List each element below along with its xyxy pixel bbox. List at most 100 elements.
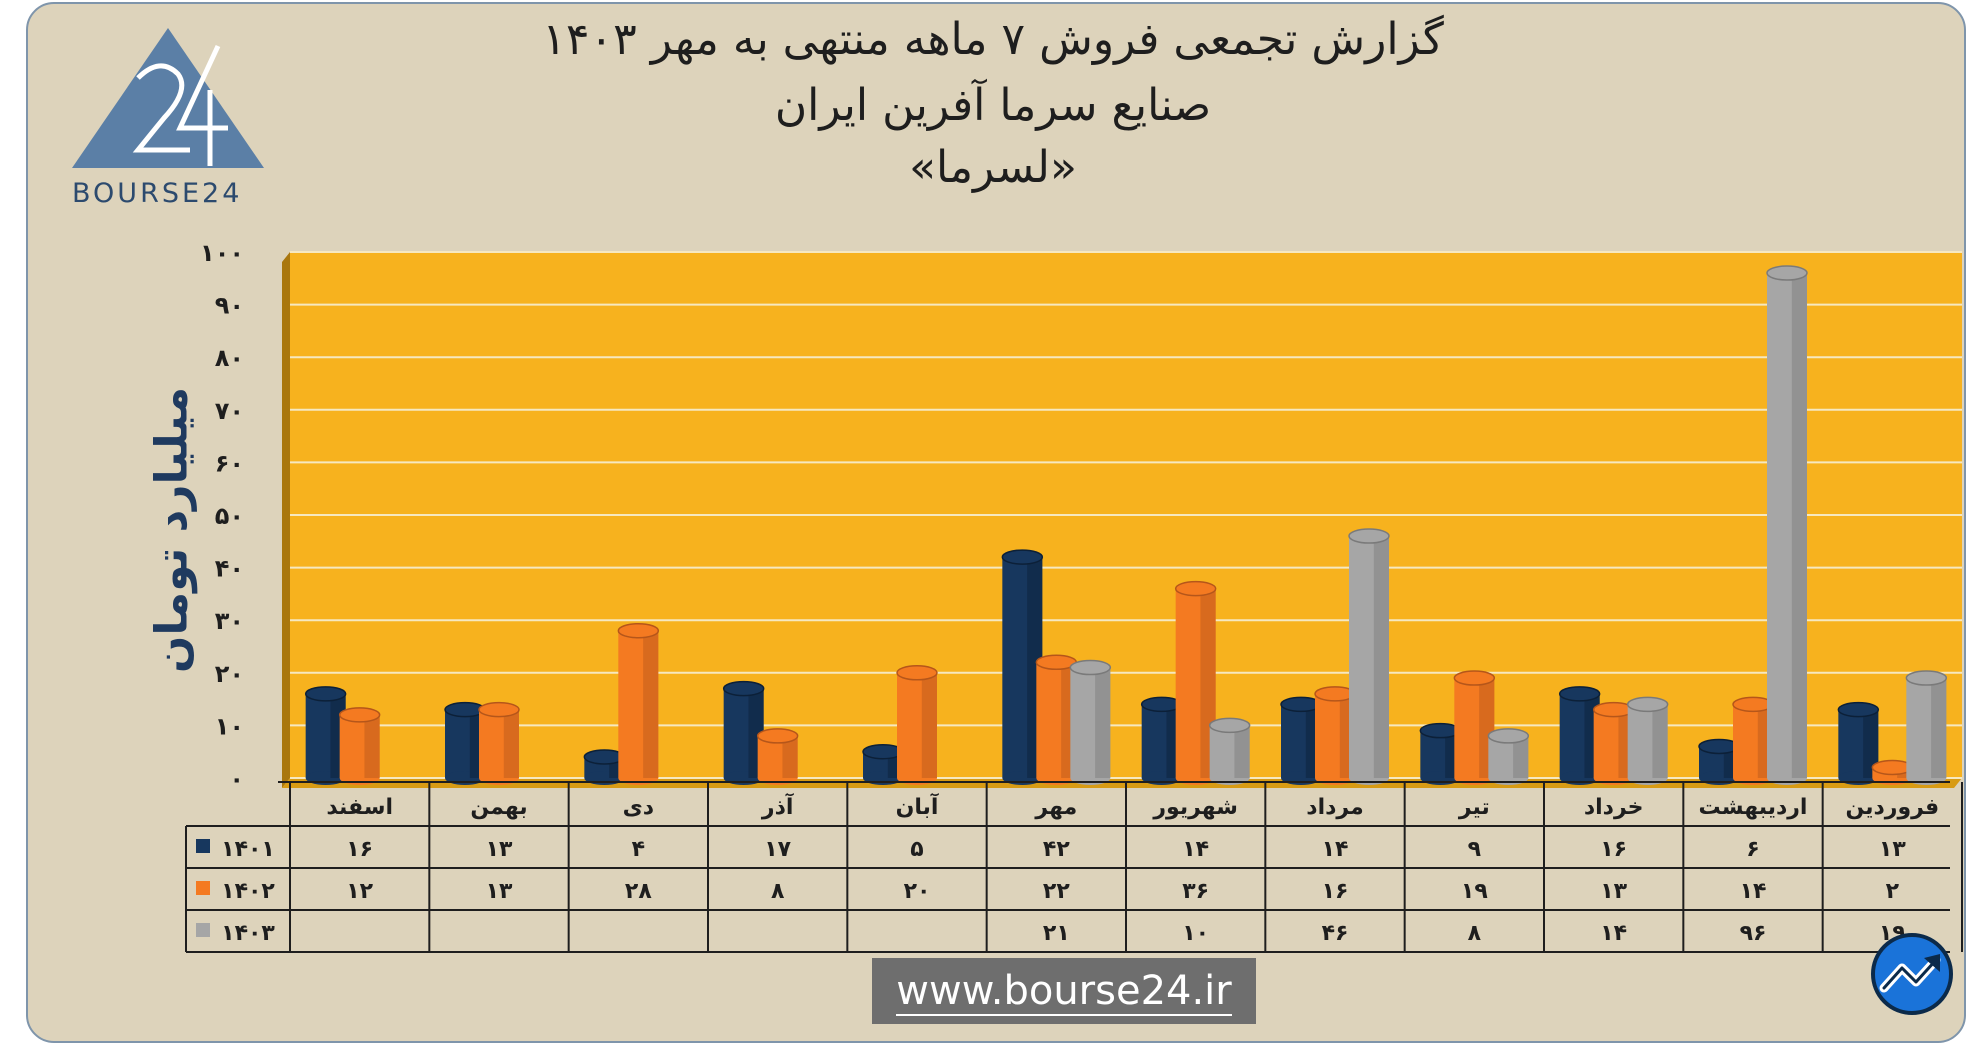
bar-shade (364, 714, 380, 778)
data-label: ۴ (632, 837, 645, 862)
category-label: خرداد (1584, 795, 1644, 820)
data-label: ۸ (771, 879, 785, 904)
chart-symbol: «لسرما» (909, 142, 1077, 193)
bar-۱۴۰۳ (1906, 678, 1947, 778)
y-tick-label: ۳۰ (215, 607, 244, 635)
bar-top (338, 707, 381, 723)
category-label: اسفند (326, 795, 393, 820)
bar-shade (1234, 725, 1250, 778)
bar-۱۴۰۲ (1733, 704, 1773, 778)
bar-top (1174, 580, 1217, 597)
category-label: دی (623, 795, 654, 820)
y-axis-label: میلیارد تومان (146, 386, 198, 674)
y-tick-label: ۸۰ (215, 344, 244, 372)
plot-side-wall (282, 252, 290, 788)
y-tick-label: ۷۰ (215, 397, 244, 425)
bar-top (478, 701, 520, 718)
bar-۱۴۰۳ (1209, 725, 1250, 778)
bar-shade (1513, 735, 1529, 778)
bar-۱۴۰۱ (1420, 730, 1461, 778)
chart-title: گزارش تجمعی فروش ۷ ماهه منتهی به مهر ۱۴۰… (542, 14, 1444, 65)
website-text: www.bourse24.ir (896, 968, 1232, 1016)
bar-۱۴۰۳ (1627, 704, 1668, 778)
y-tick-label: ۲۰ (215, 660, 244, 688)
bar-۱۴۰۱ (305, 693, 346, 778)
bar-top (1208, 717, 1251, 734)
category-label: آبان (896, 792, 939, 820)
bar-top (896, 665, 938, 681)
legend-label: ۱۴۰۳ (221, 921, 275, 946)
bar-top (1837, 701, 1880, 718)
data-label: ۱۴ (1740, 879, 1767, 904)
data-label: ۱۹ (1461, 879, 1488, 904)
data-label: ۲۰ (904, 879, 931, 904)
legend-label: ۱۴۰۲ (221, 879, 275, 904)
data-label: ۱۶ (1322, 879, 1349, 904)
bar-۱۴۰۳ (1070, 667, 1111, 778)
data-label: ۱۳ (1600, 879, 1627, 904)
bar-shade (1373, 536, 1389, 778)
bar-shade (1931, 678, 1947, 778)
category-label: فروردین (1845, 795, 1939, 820)
category-label: شهریور (1152, 795, 1238, 820)
bar-top (1558, 686, 1601, 702)
data-label: ۶ (1746, 837, 1759, 862)
y-tick-label: ۱۰ (215, 712, 244, 740)
bar-top (304, 686, 347, 702)
data-label: ۱۳ (486, 837, 513, 862)
legend-label: ۱۴۰۱ (221, 837, 275, 862)
website-link[interactable]: www.bourse24.ir (872, 958, 1256, 1024)
bourse24-triangle-logo-icon (72, 28, 264, 168)
category-label: مرداد (1306, 795, 1363, 820)
trend-arrow-icon (1871, 933, 1953, 1015)
data-label: ۱۴ (1322, 837, 1349, 862)
bar-top (1905, 670, 1948, 686)
logo-text: BOURSE24 (72, 178, 243, 209)
data-label: ۵ (910, 837, 923, 862)
bar-top (1487, 728, 1530, 744)
y-tick-label: ۰ (229, 765, 244, 793)
bar-۱۴۰۲ (1593, 709, 1634, 778)
bar-۱۴۰۱ (723, 688, 764, 778)
data-label: ۱۳ (1879, 837, 1906, 862)
bar-top (1626, 696, 1669, 713)
bar-top (1001, 549, 1044, 565)
bar-shade (643, 630, 659, 778)
bar-۱۴۰۱ (1281, 704, 1321, 778)
data-label: ۲۲ (1043, 879, 1070, 904)
y-tick-label: ۱۰۰ (200, 239, 244, 267)
bar-۱۴۰۲ (479, 709, 519, 778)
data-label: ۱۷ (764, 837, 791, 862)
y-tick-label: ۹۰ (215, 292, 244, 320)
bar-۱۴۰۲ (1454, 678, 1495, 778)
data-label: ۴۲ (1043, 837, 1070, 862)
bar-top (1069, 659, 1112, 676)
bar-shade (1791, 273, 1807, 778)
bar-۱۴۰۳ (1349, 536, 1389, 778)
data-label: ۳۶ (1182, 879, 1209, 904)
data-label: ۲ (1886, 879, 1900, 904)
data-label: ۹ (1468, 837, 1481, 862)
bar-top (617, 622, 660, 639)
chart-subtitle: صنایع سرما آفرین ایران (774, 80, 1212, 131)
data-label: ۱۲ (346, 879, 373, 904)
bar-۱۴۰۲ (339, 714, 380, 778)
bar-۱۴۰۲ (1315, 693, 1355, 778)
bar-top (722, 680, 765, 697)
data-label: ۲۸ (625, 879, 652, 904)
data-label: ۱۴ (1182, 837, 1209, 862)
bar-top (1348, 528, 1390, 544)
data-label: ۱۴ (1600, 921, 1627, 946)
bar-۱۴۰۲ (618, 630, 659, 778)
bar-۱۴۰۱ (445, 709, 485, 778)
y-tick-label: ۴۰ (215, 555, 244, 583)
bar-۱۴۰۲ (897, 672, 937, 778)
y-tick-label: ۶۰ (215, 449, 244, 477)
bar-۱۴۰۲ (1175, 588, 1216, 778)
category-label: بهمن (470, 795, 527, 820)
bar-shade (1652, 704, 1668, 778)
data-label: ۹۶ (1740, 921, 1767, 946)
bar-top (756, 728, 799, 744)
y-tick-label: ۵۰ (215, 502, 244, 530)
